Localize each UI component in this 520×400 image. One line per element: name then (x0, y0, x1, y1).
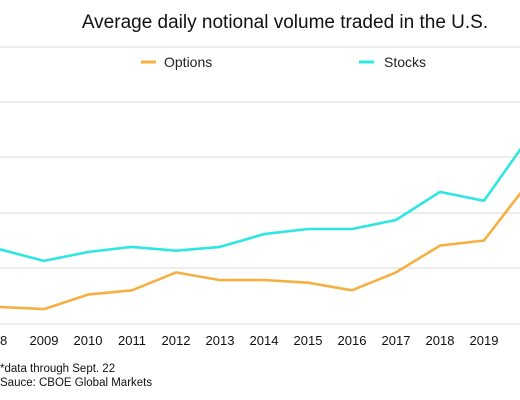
x-tick-label: 2019 (470, 333, 499, 348)
series-line-stocks (0, 147, 520, 263)
x-tick-label: 2017 (382, 333, 411, 348)
x-tick-label: 2014 (250, 333, 279, 348)
legend-label-options: Options (164, 54, 212, 70)
x-tick-label: 2011 (118, 333, 146, 348)
x-tick-label: 08 (0, 333, 7, 348)
x-tick-label: 2015 (294, 333, 323, 348)
x-axis-tick-labels: 08 2009 2010 2011 2012 2013 2014 2015 2016 2017 20… (0, 333, 499, 348)
legend: Options Stocks (141, 54, 426, 70)
x-tick-label: 2016 (338, 333, 367, 348)
series-line-options (0, 191, 520, 311)
x-tick-label: 2012 (162, 333, 191, 348)
footnote-source: Sauce: CBOE Global Markets (0, 377, 152, 389)
series-lines (0, 147, 520, 311)
x-tick-label: 2010 (74, 333, 103, 348)
footnote-data-through: *data through Sept. 22 (0, 363, 115, 375)
gridlines (0, 46, 520, 325)
legend-label-stocks: Stocks (384, 54, 426, 70)
x-tick-label: 2009 (30, 333, 59, 348)
chart-title: Average daily notional volume traded in … (82, 12, 488, 33)
x-tick-label: 2013 (206, 333, 235, 348)
x-tick-label: 2018 (426, 333, 455, 348)
